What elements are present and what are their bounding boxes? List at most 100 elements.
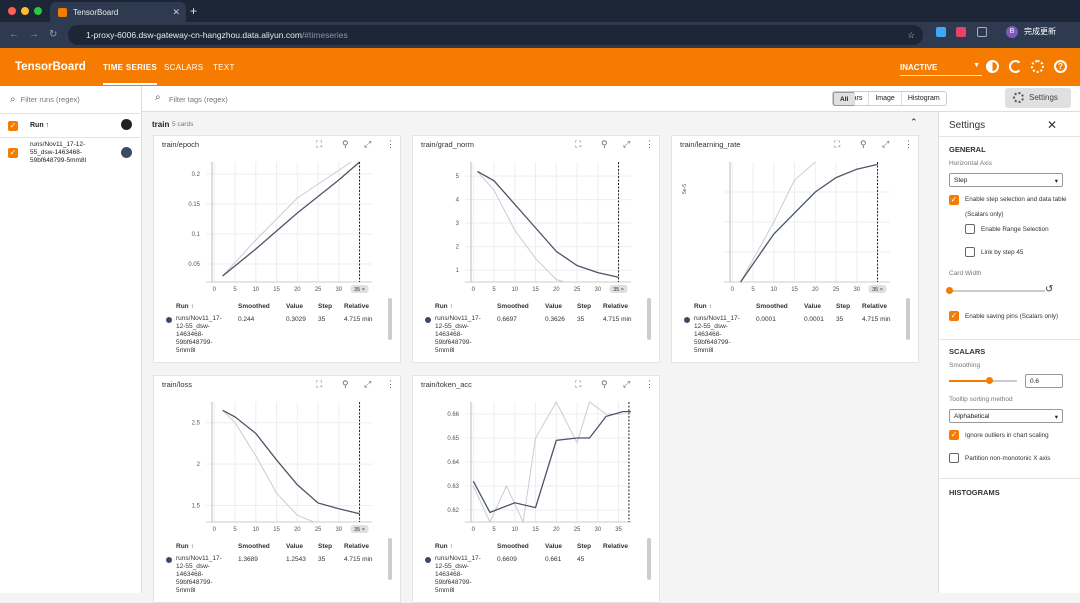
help-icon[interactable]: ?: [1054, 60, 1067, 73]
table-header-step[interactable]: Step: [577, 543, 592, 550]
tab-time-series[interactable]: TIME SERIES: [103, 63, 157, 85]
runs-header[interactable]: Run ↑: [30, 122, 50, 129]
extensions-puzzle-icon[interactable]: [977, 27, 987, 37]
more-options-icon[interactable]: ⋮: [386, 379, 395, 389]
line-chart[interactable]: 051015202530351.522.535 ×: [154, 394, 402, 534]
update-button[interactable]: 完成更新: [1024, 27, 1056, 36]
fit-to-data-icon[interactable]: ⛶: [575, 139, 582, 149]
table-header-value[interactable]: Value: [545, 543, 562, 550]
saving-pins-checkbox[interactable]: ✓: [949, 311, 959, 321]
run-color-swatch[interactable]: [121, 147, 132, 158]
table-header-smoothed[interactable]: Smoothed: [238, 303, 270, 310]
table-header-relative[interactable]: Relative: [603, 303, 628, 310]
partition-checkbox[interactable]: [949, 453, 959, 463]
back-icon[interactable]: ←: [9, 29, 19, 40]
table-header-run[interactable]: Run ↑: [435, 303, 453, 310]
table-header-step[interactable]: Step: [577, 303, 592, 310]
table-header-relative[interactable]: Relative: [862, 303, 887, 310]
table-scrollbar[interactable]: [388, 298, 392, 340]
fullscreen-icon[interactable]: ⤢: [364, 379, 372, 389]
select-all-runs-checkbox[interactable]: ✓: [8, 121, 18, 131]
table-header-smoothed[interactable]: Smoothed: [497, 303, 529, 310]
address-bar[interactable]: 1-proxy-6006.dsw-gateway-cn-hangzhou.dat…: [68, 25, 923, 45]
fit-to-data-icon[interactable]: ⛶: [316, 139, 323, 149]
reset-width-icon[interactable]: ↺: [1045, 284, 1054, 295]
tab-scalars[interactable]: SCALARS: [164, 63, 204, 72]
link-step-checkbox[interactable]: [965, 247, 975, 257]
table-scrollbar[interactable]: [906, 298, 910, 340]
minimize-window-icon[interactable]: [21, 7, 29, 15]
tooltip-sort-select[interactable]: Alphabetical ▾: [949, 409, 1063, 423]
table-header-smoothed[interactable]: Smoothed: [497, 543, 529, 550]
fit-to-data-icon[interactable]: ⛶: [316, 379, 323, 389]
table-header-value[interactable]: Value: [545, 303, 562, 310]
fit-to-data-icon[interactable]: ⛶: [575, 379, 582, 389]
smoothing-input[interactable]: 0.6: [1025, 374, 1063, 388]
more-options-icon[interactable]: ⋮: [386, 139, 395, 149]
run-checkbox[interactable]: ✓: [8, 148, 18, 158]
tag-filter-input[interactable]: Filter tags (regex): [169, 95, 228, 104]
table-header-value[interactable]: Value: [286, 303, 303, 310]
extension-icon-2[interactable]: [956, 27, 966, 37]
new-tab-icon[interactable]: +: [190, 4, 198, 18]
table-header-run[interactable]: Run ↑: [176, 303, 194, 310]
more-options-icon[interactable]: ⋮: [904, 139, 913, 149]
runs-filter-input[interactable]: Filter runs (regex): [20, 94, 80, 104]
horizontal-axis-select[interactable]: Step ▾: [949, 173, 1063, 187]
fit-to-data-icon[interactable]: ⛶: [834, 139, 841, 149]
fullscreen-icon[interactable]: ⤢: [623, 379, 631, 389]
line-chart[interactable]: 0 5 10 15 20 25 30 35 0.62 0.63 0.64 0.65 0.66: [413, 394, 661, 534]
table-header-step[interactable]: Step: [836, 303, 851, 310]
pin-icon[interactable]: ⚲: [601, 139, 608, 149]
profile-avatar[interactable]: B: [1006, 26, 1018, 38]
close-window-icon[interactable]: [8, 7, 16, 15]
smoothing-slider-thumb[interactable]: [986, 377, 994, 384]
browser-tab[interactable]: TensorBoard ✕: [50, 2, 186, 22]
runs-filter[interactable]: ⌕ Filter runs (regex): [10, 86, 80, 112]
fullscreen-icon[interactable]: ⤢: [623, 139, 631, 149]
table-header-relative[interactable]: Relative: [603, 543, 628, 550]
table-scrollbar[interactable]: [388, 538, 392, 580]
table-header-step[interactable]: Step: [318, 543, 333, 550]
maximize-window-icon[interactable]: [34, 7, 42, 15]
table-header-smoothed[interactable]: Smoothed: [238, 543, 270, 550]
enable-range-checkbox[interactable]: [965, 224, 975, 234]
tab-text[interactable]: TEXT: [213, 63, 235, 72]
palette-icon[interactable]: [121, 119, 132, 130]
card-group-header[interactable]: train 5 cards ⌃: [142, 114, 932, 134]
table-header-value[interactable]: Value: [804, 303, 821, 310]
card-width-slider[interactable]: [949, 290, 1045, 292]
table-header-smoothed[interactable]: Smoothed: [756, 303, 788, 310]
card-width-slider-thumb[interactable]: [946, 287, 953, 294]
fullscreen-icon[interactable]: ⤢: [364, 139, 372, 149]
table-header-step[interactable]: Step: [318, 303, 333, 310]
close-tab-icon[interactable]: ✕: [172, 7, 180, 17]
settings-gear-icon[interactable]: [1031, 60, 1044, 73]
refresh-icon[interactable]: [1009, 60, 1022, 73]
bookmark-star-icon[interactable]: ☆: [907, 30, 915, 40]
plugin-select[interactable]: INACTIVE ▼: [900, 58, 982, 76]
chip-histogram[interactable]: Histogram: [907, 95, 940, 102]
forward-icon[interactable]: →: [29, 29, 39, 40]
fullscreen-icon[interactable]: ⤢: [882, 139, 890, 149]
pin-icon[interactable]: ⚲: [342, 139, 349, 149]
extension-icon[interactable]: [936, 27, 946, 37]
table-scrollbar[interactable]: [647, 298, 651, 340]
pin-icon[interactable]: ⚲: [342, 379, 349, 389]
table-header-relative[interactable]: Relative: [344, 543, 369, 550]
dark-mode-icon[interactable]: [986, 60, 999, 73]
line-chart[interactable]: 051015202530355e-535 ×: [672, 154, 920, 294]
table-header-run[interactable]: Run ↑: [435, 543, 453, 550]
table-header-value[interactable]: Value: [286, 543, 303, 550]
table-header-run[interactable]: Run ↑: [176, 543, 194, 550]
more-options-icon[interactable]: ⋮: [645, 139, 654, 149]
pin-icon[interactable]: ⚲: [860, 139, 867, 149]
more-options-icon[interactable]: ⋮: [645, 379, 654, 389]
chip-all[interactable]: All: [833, 92, 856, 106]
reload-icon[interactable]: ↻: [49, 29, 58, 40]
line-chart[interactable]: 051015202530351234535 ×: [413, 154, 661, 294]
pin-icon[interactable]: ⚲: [601, 379, 608, 389]
close-settings-icon[interactable]: ✕: [1047, 118, 1058, 132]
chip-image[interactable]: Image: [869, 92, 902, 105]
